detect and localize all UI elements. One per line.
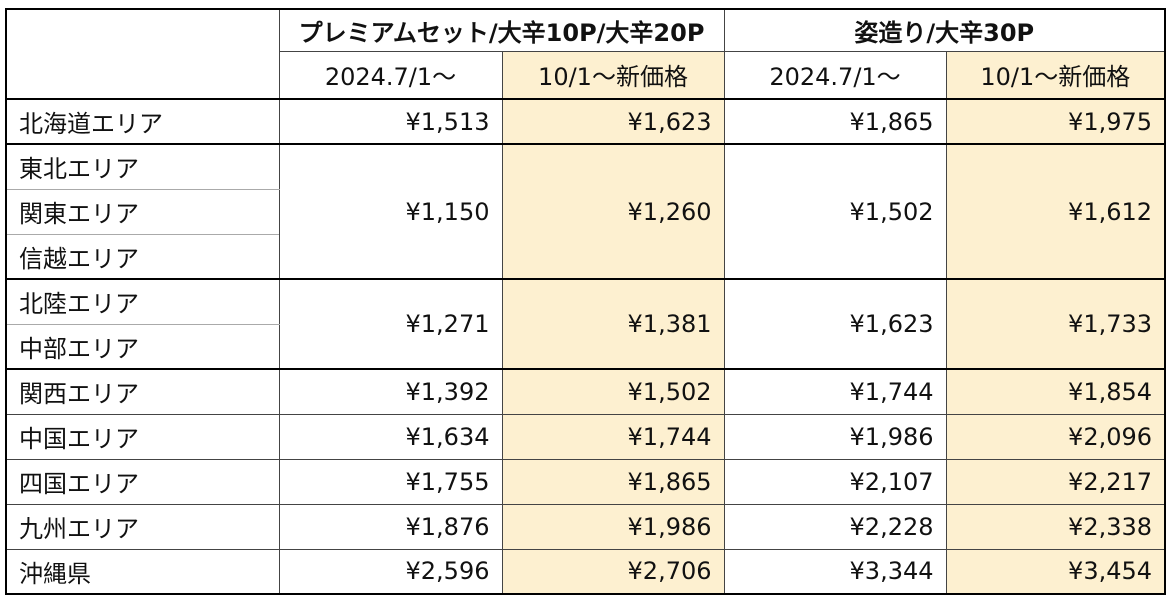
table-row: 九州エリア ¥1,876 ¥1,986 ¥2,228 ¥2,338	[5, 503, 1167, 550]
price-cell-new: ¥1,623	[501, 98, 725, 145]
price-cell: ¥1,513	[278, 98, 503, 145]
area-name-tohoku: 東北エリア	[5, 143, 280, 190]
price-cell: ¥1,623	[723, 278, 947, 370]
price-cell: ¥3,344	[723, 548, 947, 595]
price-cell-new: ¥1,865	[501, 458, 725, 505]
area-name-chugoku: 中国エリア	[5, 413, 280, 460]
area-name-chubu: 中部エリア	[5, 323, 280, 370]
group-header-premium: プレミアムセット/大辛10P/大辛20P	[278, 8, 725, 52]
price-cell-new: ¥1,975	[945, 98, 1167, 145]
price-cell-new: ¥2,217	[945, 458, 1167, 505]
price-cell-new: ¥1,260	[501, 143, 725, 280]
table-row: 関東エリア	[5, 188, 1165, 235]
price-cell-new: ¥2,706	[501, 548, 725, 595]
area-name-kanto: 関東エリア	[5, 188, 280, 235]
price-cell: ¥1,744	[723, 368, 947, 415]
price-cell-new: ¥1,733	[945, 278, 1167, 370]
area-name-okinawa: 沖縄県	[5, 548, 280, 595]
area-name-kansai: 関西エリア	[5, 368, 280, 415]
table-row: 東北エリア ¥1,150 ¥1,260 ¥1,502 ¥1,612	[5, 143, 1167, 280]
area-name-shinetsu: 信越エリア	[5, 233, 280, 280]
price-cell-new: ¥2,338	[945, 503, 1167, 550]
area-name-hokkaido: 北海道エリア	[5, 98, 280, 145]
price-cell-new: ¥1,744	[501, 413, 725, 460]
subheader-new-price-2: 10/1～新価格	[945, 50, 1167, 100]
header-row-dates: 2024.7/1～ 10/1～新価格 2024.7/1～ 10/1～新価格	[6, 50, 1167, 100]
shipping-price-table: プレミアムセット/大辛10P/大辛20P 姿造り/大辛30P 2024.7/1～…	[5, 8, 1167, 595]
area-name-kyushu: 九州エリア	[5, 503, 280, 550]
price-cell: ¥1,392	[278, 368, 503, 415]
price-cell-new: ¥1,986	[501, 503, 725, 550]
price-cell: ¥1,150	[278, 143, 503, 280]
price-cell: ¥1,986	[723, 413, 947, 460]
price-cell: ¥1,634	[278, 413, 503, 460]
price-cell-new: ¥1,854	[945, 368, 1167, 415]
table-row: 中部エリア	[5, 323, 1165, 370]
table-row: 北陸エリア ¥1,271 ¥1,381 ¥1,623 ¥1,733	[5, 278, 1167, 370]
area-name-hokuriku: 北陸エリア	[5, 278, 280, 325]
subheader-new-price-1: 10/1～新価格	[501, 50, 725, 100]
price-cell-new: ¥3,454	[945, 548, 1167, 595]
price-cell: ¥1,502	[723, 143, 947, 280]
header-corner-cell	[5, 8, 280, 100]
table-row: 沖縄県 ¥2,596 ¥2,706 ¥3,344 ¥3,454	[5, 548, 1167, 595]
table-row: 四国エリア ¥1,755 ¥1,865 ¥2,107 ¥2,217	[5, 458, 1167, 505]
price-cell: ¥2,107	[723, 458, 947, 505]
price-cell: ¥1,755	[278, 458, 503, 505]
price-cell-new: ¥1,502	[501, 368, 725, 415]
group-header-sugata: 姿造り/大辛30P	[723, 8, 1167, 52]
price-cell-new: ¥1,612	[945, 143, 1167, 280]
price-cell: ¥2,228	[723, 503, 947, 550]
price-cell: ¥1,271	[278, 278, 503, 370]
subheader-old-price-1: 2024.7/1～	[278, 50, 503, 100]
table-row: 北海道エリア ¥1,513 ¥1,623 ¥1,865 ¥1,975	[5, 98, 1167, 145]
subheader-old-price-2: 2024.7/1～	[723, 50, 947, 100]
area-name-shikoku: 四国エリア	[5, 458, 280, 505]
price-cell: ¥1,876	[278, 503, 503, 550]
table-row: 信越エリア	[5, 233, 1165, 280]
price-cell-new: ¥1,381	[501, 278, 725, 370]
header-row-groups: プレミアムセット/大辛10P/大辛20P 姿造り/大辛30P	[5, 8, 1167, 100]
price-cell: ¥1,865	[723, 98, 947, 145]
price-cell: ¥2,596	[278, 548, 503, 595]
table-row: 関西エリア ¥1,392 ¥1,502 ¥1,744 ¥1,854	[5, 368, 1167, 415]
price-cell-new: ¥2,096	[945, 413, 1167, 460]
table-row: 中国エリア ¥1,634 ¥1,744 ¥1,986 ¥2,096	[5, 413, 1167, 460]
